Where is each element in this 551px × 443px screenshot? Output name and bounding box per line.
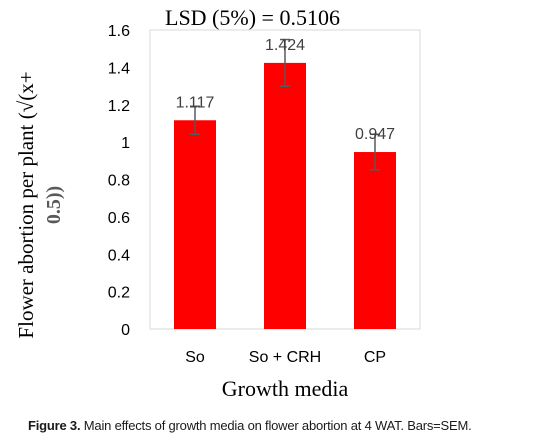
- lsd-annotation: LSD (5%) = 0.5106: [165, 5, 340, 30]
- y-tick-label: 0.4: [108, 247, 130, 264]
- bar-3: [354, 152, 396, 329]
- data-label-3: 0.947: [355, 126, 395, 143]
- x-axis-label: Growth media: [222, 376, 349, 401]
- y-tick-label: 0.8: [108, 173, 130, 190]
- y-tick-label: 1.2: [108, 98, 130, 115]
- figure-caption: Figure 3. Main effects of growth media o…: [28, 418, 548, 433]
- x-tick-label: So: [185, 349, 205, 366]
- error-bar-2: [280, 38, 290, 87]
- x-tick-label: CP: [364, 349, 386, 366]
- y-tick-label: 0.6: [108, 210, 130, 227]
- bar-2: [264, 62, 306, 329]
- data-labels: 1.117 1.424 0.947: [176, 37, 396, 143]
- figure-caption-text: Main effects of growth media on flower a…: [80, 418, 472, 433]
- x-tick-label: So + CRH: [249, 349, 321, 366]
- y-tick-label: 0.2: [108, 285, 130, 302]
- error-bars: [190, 38, 380, 171]
- x-tick-labels: So So + CRH CP: [185, 349, 386, 366]
- y-tick-label: 1.4: [108, 60, 130, 77]
- bars: [174, 62, 396, 330]
- data-label-2: 1.424: [265, 37, 305, 54]
- data-label-1: 1.117: [176, 94, 215, 111]
- y-axis-label-line2: 0.5)): [43, 186, 65, 224]
- error-bar-3: [370, 133, 380, 171]
- bar-1: [174, 120, 216, 330]
- y-tick-label: 1: [121, 135, 130, 152]
- error-bar-1: [190, 105, 200, 136]
- bar-chart: 00.20.40.60.811.21.41.6 1.1171.4240.947 …: [14, 5, 421, 401]
- figure-caption-label: Figure 3.: [28, 418, 81, 433]
- y-tick-labels: 0 0.2 0.4 0.6 0.8 1 1.2 1.4 1.6: [108, 23, 130, 339]
- y-tick-label: 1.6: [108, 23, 130, 40]
- y-axis-label-line1: Flower abortion per plant (√(x+: [14, 71, 38, 338]
- y-tick-label: 0: [121, 322, 130, 339]
